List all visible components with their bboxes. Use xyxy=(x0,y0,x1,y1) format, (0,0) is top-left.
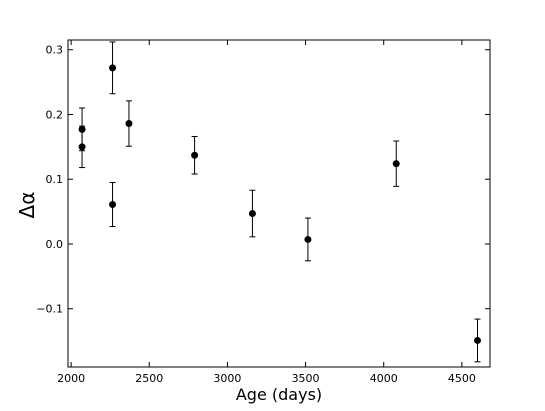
data-point xyxy=(248,210,256,218)
x-tick-label: 2500 xyxy=(135,372,163,385)
data-series xyxy=(78,41,481,363)
y-axis: −0.1 0.0 0.1 0.2 0.3 xyxy=(36,44,490,316)
y-tick-label: 0.2 xyxy=(46,108,64,121)
data-point xyxy=(125,120,133,128)
data-point xyxy=(109,64,117,72)
x-tick-label: 2000 xyxy=(57,372,85,385)
data-point xyxy=(78,143,86,151)
data-point xyxy=(191,151,199,159)
x-tick-label: 4500 xyxy=(448,372,476,385)
y-tick-label: 0.0 xyxy=(46,238,64,251)
y-tick-label: 0.3 xyxy=(46,44,64,57)
y-axis-label: Δα xyxy=(15,192,39,219)
y-tick-label: 0.1 xyxy=(46,173,64,186)
x-tick-label: 3000 xyxy=(213,372,241,385)
x-tick-label: 3500 xyxy=(292,372,320,385)
x-axis: 2000 2500 3000 3500 4000 4500 xyxy=(57,40,476,385)
y-tick-label: −0.1 xyxy=(36,303,63,316)
data-point xyxy=(109,200,117,208)
data-point xyxy=(304,235,312,243)
x-tick-label: 4000 xyxy=(370,372,398,385)
data-point xyxy=(392,160,400,168)
plot-frame xyxy=(67,39,491,368)
x-axis-label: Age (days) xyxy=(236,385,322,404)
data-point xyxy=(473,336,481,344)
